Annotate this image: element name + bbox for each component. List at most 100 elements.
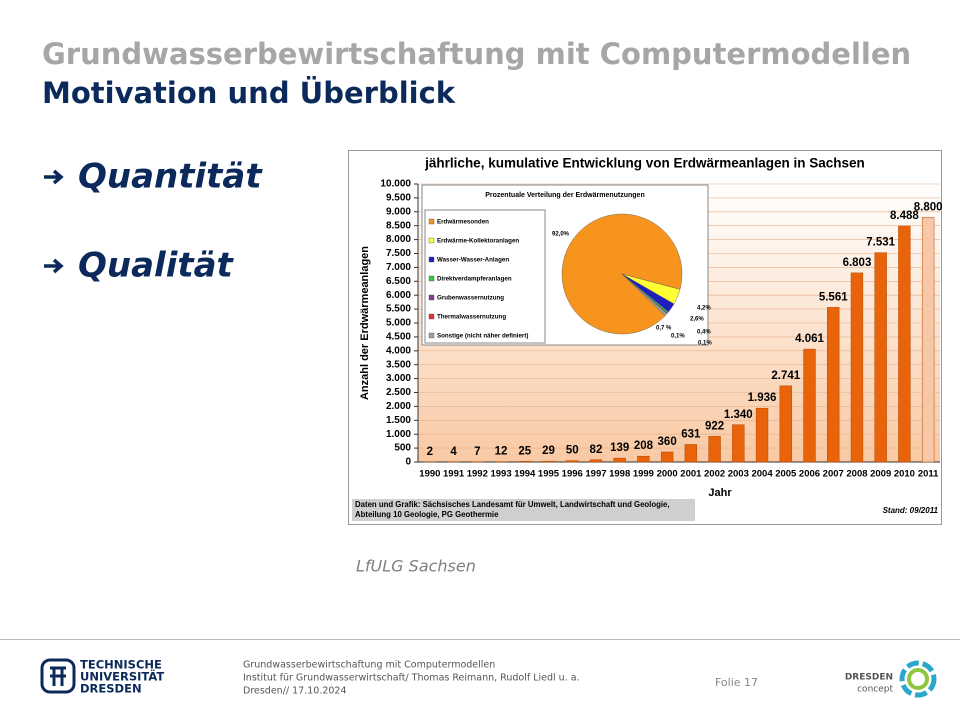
value-label: 82 <box>590 444 603 456</box>
tu-logo: TECHNISCHE UNIVERSITÄT DRESDEN <box>40 658 164 696</box>
x-tick-label: 2009 <box>870 469 891 480</box>
legend-label: Thermalwassernutzung <box>437 314 506 321</box>
bar <box>755 407 769 463</box>
x-tick-label: 2001 <box>680 469 702 480</box>
value-label: 2 <box>427 446 433 458</box>
y-tick-label: 3.500 <box>386 359 411 370</box>
pie-slice <box>561 213 683 335</box>
source-box <box>352 499 695 521</box>
y-tick-label: 4.500 <box>386 332 411 343</box>
value-label: 208 <box>634 440 654 452</box>
legend-label: Wasser-Wasser-Anlagen <box>437 257 509 264</box>
value-label: 922 <box>705 420 724 432</box>
value-label: 631 <box>681 428 701 440</box>
logo-mark <box>50 666 66 686</box>
slide-number: Folie 17 <box>715 676 758 689</box>
x-tick-label: 1992 <box>467 469 488 480</box>
x-tick-label: 1991 <box>443 469 465 480</box>
y-axis-label: Anzahl der Erdwärmeanlagen <box>359 246 371 400</box>
caption: LfULG Sachsen <box>356 557 476 576</box>
x-tick-label: 2011 <box>918 469 939 480</box>
value-label: 8.800 <box>914 201 943 213</box>
x-axis-label: Jahr <box>708 487 732 499</box>
x-tick-label: 1997 <box>585 469 606 480</box>
value-label: 25 <box>518 445 531 457</box>
x-tick-label: 2008 <box>846 469 867 480</box>
value-label: 5.561 <box>819 291 848 303</box>
y-tick-label: 5.500 <box>386 304 411 315</box>
x-tick-label: 1990 <box>419 469 440 480</box>
value-label: 6.803 <box>843 257 872 269</box>
pie-label: 0,1% <box>698 341 712 347</box>
slide-subtitle: Motivation und Überblick <box>42 76 456 110</box>
pie-label: 4,2% <box>697 306 711 312</box>
bar <box>684 444 698 463</box>
bar <box>637 455 650 463</box>
y-tick-label: 8.000 <box>386 234 411 245</box>
legend-label: Grubenwassernutzung <box>437 295 504 302</box>
bar <box>898 225 911 463</box>
pie-title: Prozentuale Verteilung der Erdwärmenutzu… <box>485 192 644 199</box>
bar <box>542 460 555 463</box>
x-tick-label: 1998 <box>609 469 630 480</box>
chart: jährliche, kumulative Entwicklung von Er… <box>352 156 943 521</box>
y-tick-label: 1.500 <box>386 415 411 426</box>
pie-label: 92,0% <box>552 232 570 238</box>
legend-box <box>424 209 546 344</box>
value-label: 4 <box>450 446 457 458</box>
legend-swatch <box>428 332 435 339</box>
y-tick-label: 7.000 <box>386 262 411 273</box>
y-tick-label: 500 <box>394 443 411 454</box>
y-tick-label: 8.500 <box>386 220 411 231</box>
value-label: 4.061 <box>795 333 824 345</box>
legend-swatch <box>428 218 435 225</box>
y-tick-label: 1.000 <box>386 429 411 440</box>
value-label: 8.488 <box>890 210 919 222</box>
legend-swatch <box>428 294 435 301</box>
bar <box>803 348 816 463</box>
value-label: 29 <box>542 445 555 457</box>
partner-mark <box>899 660 937 698</box>
legend-swatch <box>428 275 435 282</box>
bullet: Qualität <box>78 246 235 286</box>
legend-label: Sonstige (nicht näher definiert) <box>437 333 528 340</box>
value-label: 50 <box>566 445 579 457</box>
bar <box>589 459 603 463</box>
bar <box>850 272 864 463</box>
x-tick-label: 2006 <box>799 469 820 480</box>
logo-text: UNIVERSITÄT <box>80 669 164 684</box>
bar <box>708 436 721 463</box>
bar <box>518 461 531 463</box>
slide-title: Grundwasserbewirtschaftung mit Computerm… <box>42 37 911 71</box>
footer-line: Dresden// 17.10.2024 <box>243 686 347 697</box>
bar <box>660 451 674 463</box>
y-tick-label: 6.500 <box>386 276 411 287</box>
y-tick-label: 9.000 <box>386 206 411 217</box>
bar <box>827 307 840 463</box>
value-label: 7.531 <box>866 237 895 249</box>
x-tick-label: 1996 <box>562 469 583 480</box>
legend-swatch <box>428 237 435 244</box>
bullet: Quantität <box>78 157 263 197</box>
x-tick-label: 1994 <box>514 469 536 480</box>
chart-title: jährliche, kumulative Entwicklung von Er… <box>424 156 865 171</box>
x-tick-label: 2010 <box>894 469 915 480</box>
value-label: 2.741 <box>771 370 800 382</box>
legend-swatch <box>428 313 435 320</box>
x-tick-label: 2003 <box>728 469 749 480</box>
bar <box>779 385 792 463</box>
y-tick-label: 9.500 <box>386 193 411 204</box>
x-tick-label: 1993 <box>490 469 511 480</box>
pie-label: 2,6% <box>690 317 704 323</box>
x-tick-label: 2007 <box>823 469 844 480</box>
logo-text: DRESDEN <box>80 682 142 696</box>
y-tick-label: 7.500 <box>386 248 411 259</box>
x-tick-label: 2000 <box>657 469 678 480</box>
value-label: 12 <box>495 446 508 458</box>
value-label: 360 <box>658 436 677 448</box>
pie-slice <box>621 273 668 316</box>
y-tick-label: 6.000 <box>386 290 411 301</box>
source-note: Daten und Grafik: Sächsisches Landesamt … <box>355 500 670 519</box>
partner-text: concept <box>857 685 893 695</box>
footer-line: Grundwasserbewirtschaftung mit Computerm… <box>243 660 495 671</box>
